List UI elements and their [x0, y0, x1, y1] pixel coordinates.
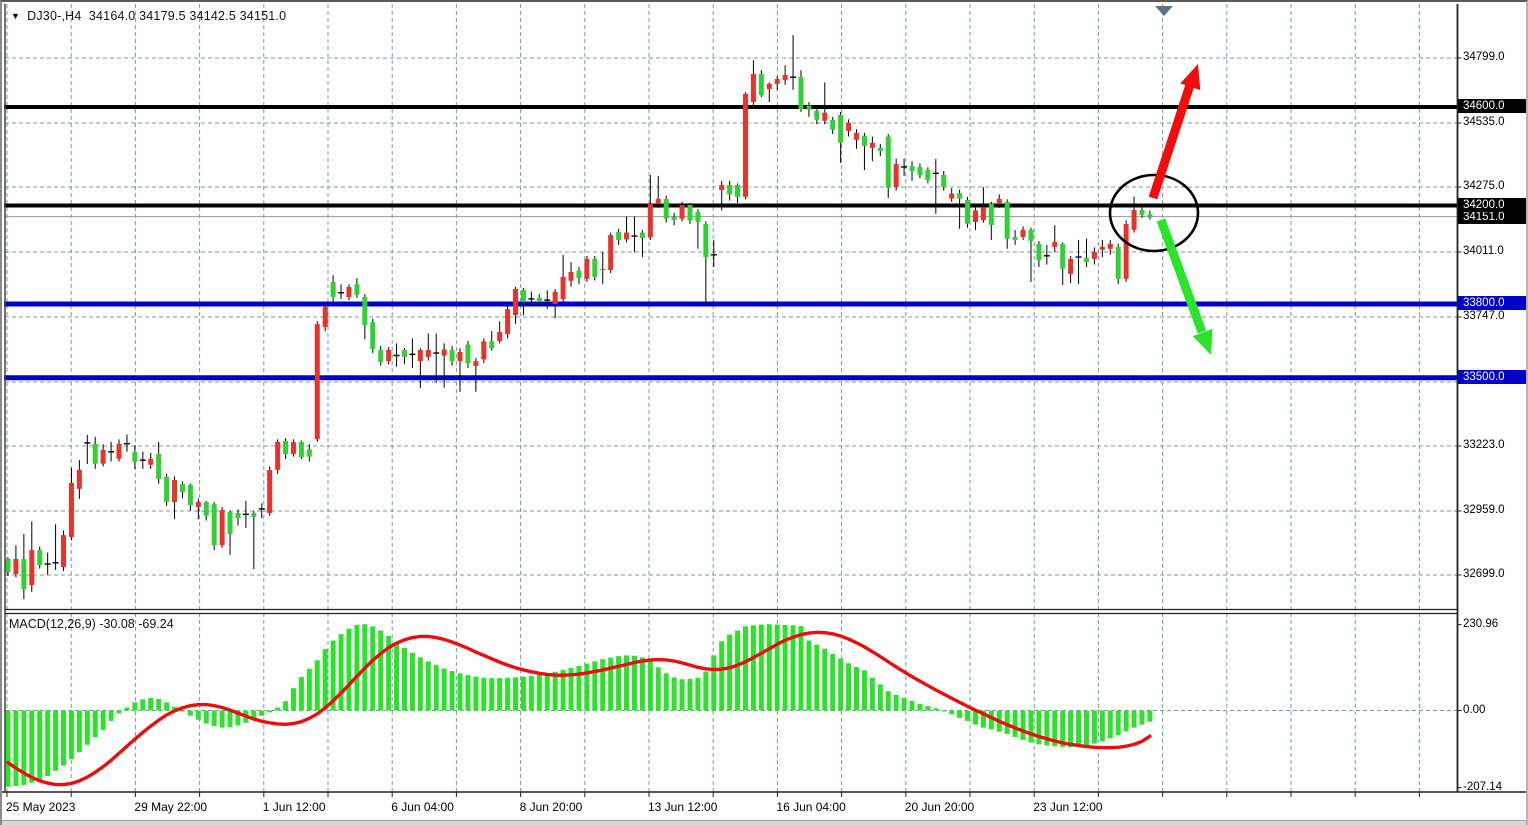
price-axis-label: 32699.0	[1463, 567, 1505, 580]
price-axis-label-black: 34151.0	[1458, 210, 1526, 225]
price-axis-label-black: 34200.0	[1458, 197, 1526, 212]
price-axis-label-blue: 33800.0	[1458, 296, 1526, 311]
window-bottom-edge	[2, 820, 1526, 825]
chart-title: ▼ DJ30-,H4 34164.0 34179.5 34142.5 34151.…	[11, 9, 286, 23]
macd-signal-line	[6, 630, 1152, 787]
price-axis-label-blue: 33500.0	[1458, 370, 1526, 385]
time-axis-label: 23 Jun 12:00	[1033, 800, 1103, 814]
price-axis-label-black: 34600.0	[1458, 99, 1526, 114]
symbol-period-label: DJ30-,H4	[27, 9, 82, 23]
ohlc-values: 34164.0 34179.5 34142.5 34151.0	[88, 9, 287, 23]
price-axis-label: 32959.0	[1463, 503, 1505, 516]
price-axis-label: 34799.0	[1463, 51, 1505, 63]
price-axis-label: 34275.0	[1463, 180, 1505, 192]
time-axis-label: 13 Jun 12:00	[648, 800, 718, 814]
time-axis-label: 20 Jun 20:00	[904, 800, 975, 814]
bullish-scenario-arrow[interactable]	[1148, 64, 1201, 200]
price-axis-label: 34011.0	[1463, 244, 1504, 257]
macd-axis-label: 0.00	[1463, 703, 1486, 716]
symbol-dropdown-icon[interactable]: ▼	[11, 11, 21, 21]
candlesticks	[5, 35, 1153, 600]
price-axis-label: 33747.0	[1463, 309, 1505, 322]
time-axis-label: 16 Jun 04:00	[776, 800, 846, 814]
macd-histogram	[5, 624, 1153, 787]
macd-axis-label: 230.96	[1463, 617, 1499, 630]
highlight-ellipse[interactable]	[1108, 173, 1200, 253]
horizontal-level-lines	[4, 104, 1458, 381]
price-axis-label: 34535.0	[1463, 115, 1505, 128]
time-axis-label: 1 Jun 12:00	[262, 800, 326, 814]
price-axis-label: 33223.0	[1463, 438, 1505, 451]
time-axis-label: 8 Jun 20:00	[519, 800, 583, 814]
time-axis-label: 6 Jun 04:00	[391, 800, 454, 814]
time-axis-label: 29 May 22:00	[134, 800, 208, 814]
time-axis-label: 25 May 2023	[6, 800, 76, 814]
pane-borders	[2, 4, 1526, 797]
bearish-scenario-arrow[interactable]	[1156, 218, 1213, 355]
chart-shift-marker[interactable]	[1155, 6, 1173, 16]
macd-axis-label: -207.14	[1463, 780, 1503, 793]
grid-lines	[5, 4, 1458, 792]
macd-indicator-label: MACD(12,26,9) -30.08 -69.24	[9, 617, 174, 631]
